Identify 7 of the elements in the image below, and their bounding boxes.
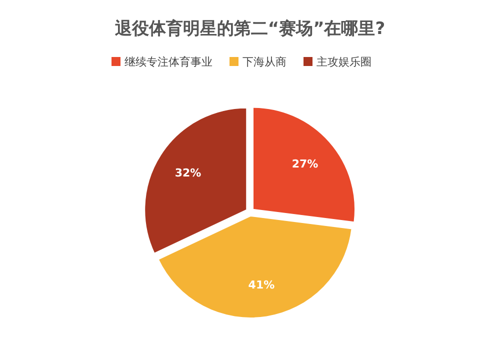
- legend-label: 下海从商: [242, 56, 286, 68]
- chart-title: 退役体育明星的第二“赛场”在哪里?: [114, 18, 386, 39]
- data-label: 27%: [292, 157, 318, 170]
- legend-label: 主攻娱乐圈: [316, 56, 372, 68]
- data-label: 32%: [174, 166, 202, 180]
- data-label: 41%: [248, 278, 275, 292]
- legend-label: 继续专注体育事业: [124, 56, 212, 68]
